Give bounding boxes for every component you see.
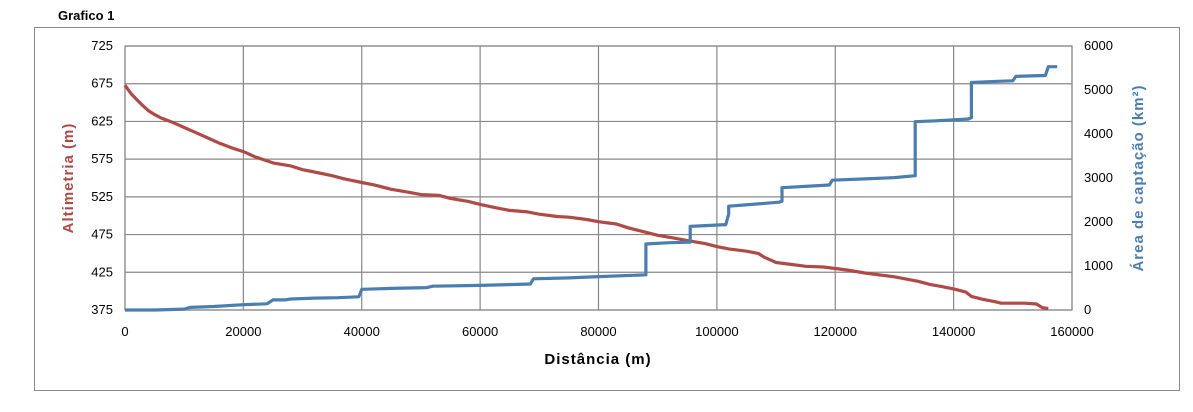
area-captacao-line <box>125 65 1058 312</box>
tick-labels: 0 20000 40000 60000 80000 100000 120000 140000 1… <box>91 38 1113 339</box>
left-tick-label: 475 <box>91 227 113 242</box>
left-tick-label: 725 <box>91 38 113 53</box>
x-tick-label: 100000 <box>695 324 738 339</box>
x-tick-label: 0 <box>121 324 128 339</box>
altimetria-line <box>123 84 1049 311</box>
right-tick-label: 5000 <box>1084 82 1113 97</box>
series-lines <box>123 65 1058 312</box>
chart-title: Grafico 1 <box>58 8 115 23</box>
gridlines <box>124 45 1073 311</box>
right-tick-label: 4000 <box>1084 126 1113 141</box>
x-tick-label: 40000 <box>344 324 380 339</box>
left-tick-label: 375 <box>91 302 113 317</box>
left-axis-title: Altimetria (m) <box>60 123 77 234</box>
right-tick-label: 2000 <box>1084 214 1113 229</box>
right-tick-label: 6000 <box>1084 38 1113 53</box>
chart-frame <box>34 27 1180 391</box>
x-tick-label: 20000 <box>225 324 261 339</box>
x-tick-label: 140000 <box>932 324 975 339</box>
x-tick-label: 60000 <box>462 324 498 339</box>
right-axis-title: Área de captação (km²) <box>1130 84 1147 271</box>
right-tick-label: 1000 <box>1084 258 1113 273</box>
left-tick-label: 425 <box>91 264 113 279</box>
plot-border <box>124 45 1073 311</box>
x-tick-label: 80000 <box>580 324 616 339</box>
left-tick-label: 525 <box>91 189 113 204</box>
x-axis-title: Distância (m) <box>544 351 651 368</box>
left-tick-label: 575 <box>91 151 113 166</box>
left-tick-label: 625 <box>91 113 113 128</box>
right-tick-label: 0 <box>1084 302 1091 317</box>
x-tick-label: 160000 <box>1050 324 1093 339</box>
x-tick-label: 120000 <box>814 324 857 339</box>
left-tick-label: 675 <box>91 76 113 91</box>
right-tick-label: 3000 <box>1084 170 1113 185</box>
